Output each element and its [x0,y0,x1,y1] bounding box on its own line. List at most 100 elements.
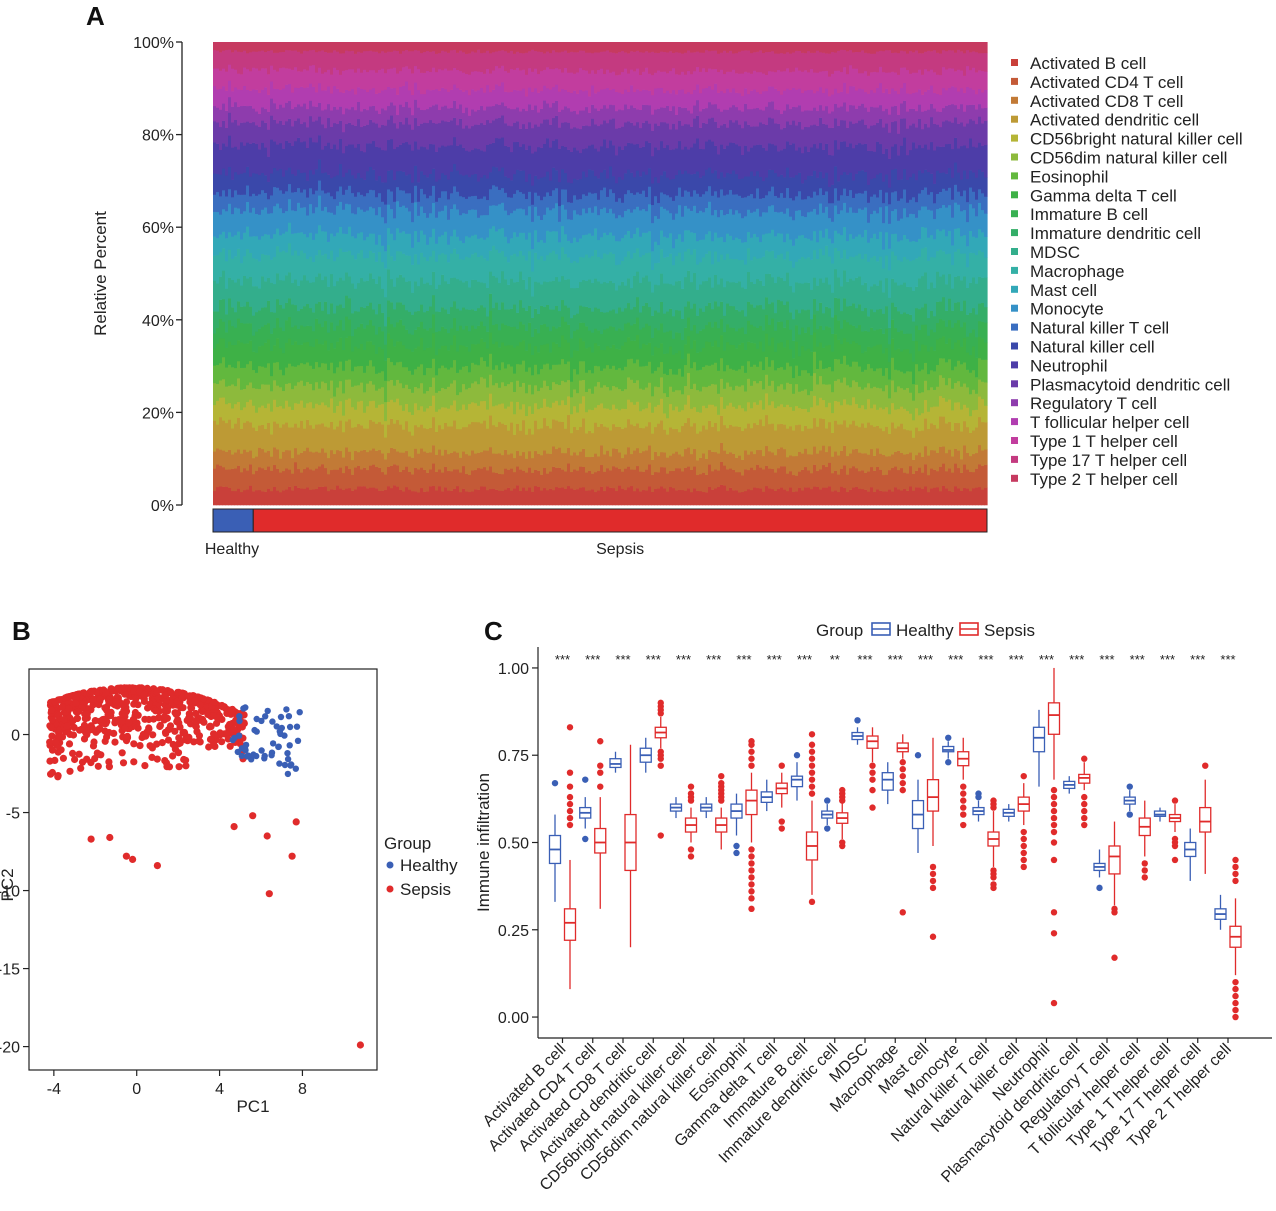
panel-a-segment [447,470,451,491]
panel-a-segment [648,325,652,343]
panel-a-segment [747,231,751,249]
panel-a-segment [663,193,667,209]
panel-a-segment [555,486,559,506]
panel-a-segment [285,68,289,85]
panel-a-segment [615,75,619,92]
panel-a-segment [324,172,328,194]
panel-a-segment [729,173,733,190]
panel-a-segment [339,106,343,121]
panel-a-segment [408,90,412,108]
panel-a-segment [366,451,370,471]
panel-a-segment [339,361,343,382]
panel-a-segment [762,425,766,457]
panel-a-segment [360,306,364,324]
panel-a-segment [804,369,808,390]
panel-a-segment [282,390,286,409]
panel-a-segment [432,416,436,446]
panel-a-segment [378,388,382,405]
panel-a-segment [297,51,301,72]
panel-a-segment [381,386,385,405]
panel-a-segment [459,195,463,216]
panel-a-segment [600,108,604,125]
panel-a-segment [558,346,562,365]
panel-a-segment [660,42,664,52]
panel-a-segment [237,248,241,279]
panel-a-segment [531,354,535,376]
panel-a-segment [783,389,787,408]
panel-a-segment [234,423,238,453]
panel-a-segment [747,151,751,177]
panel-a-segment [354,178,358,197]
panel-a-segment [276,406,280,424]
panel-a-segment [390,88,394,103]
panel-a-segment [384,344,388,361]
panel-a-segment [228,203,232,233]
panel-a-segment [300,42,304,54]
panel-a-segment [300,420,304,453]
panel-a-segment [366,257,370,281]
panel-a-segment [378,192,382,208]
panel-a-segment [264,469,268,492]
panel-a-segment [660,323,664,344]
panel-a-segment [570,262,574,289]
panel-a-segment [582,448,586,468]
panel-a-segment [489,447,493,467]
panel-a-segment [726,194,730,214]
panel-a-segment [546,281,550,305]
panel-a-segment [516,345,520,365]
panel-a-segment [615,330,619,349]
panel-a-segment [339,248,343,278]
panel-a-segment [351,42,355,51]
panel-a-segment [231,68,235,92]
panel-a-segment [660,249,664,274]
panel-a-segment [660,175,664,193]
panel-a-segment [765,177,769,196]
panel-a-segment [627,466,631,488]
panel-a-segment [597,178,601,200]
panel-a-segment [786,362,790,383]
panel-a-segment [630,122,634,144]
panel-a-segment [390,379,394,400]
panel-a-segment [459,344,463,370]
panel-a-segment [240,306,244,324]
panel-a-segment [303,252,307,276]
panel-a-segment [822,313,826,331]
panel-a-segment [462,242,466,260]
panel-a-segment [531,42,535,50]
panel-a-segment [558,326,562,348]
panel-a-segment [789,383,793,408]
panel-a-segment [582,50,586,71]
panel-a-segment [537,428,541,454]
panel-a-segment [504,210,508,237]
panel-a-segment [516,380,520,402]
panel-a-segment [738,73,742,94]
panel-a-segment [732,42,736,54]
panel-a-segment [504,236,508,257]
panel-a-segment [252,67,256,90]
panel-a-segment [510,468,514,491]
panel-a-segment [561,42,565,52]
panel-a-segment [408,173,412,194]
panel-a-segment [471,362,475,384]
panel-a-segment [216,486,220,506]
panel-a-segment [489,271,493,294]
panel-a-segment [267,363,271,385]
panel-a-segment [225,422,229,452]
panel-a-segment [507,92,511,109]
panel-a-segment [549,471,553,489]
panel-a-segment [558,281,562,312]
panel-a-sample-column [504,42,508,506]
panel-a-segment [348,451,352,470]
panel-a-segment [654,109,658,124]
panel-a-sample-column [327,42,331,506]
panel-a-segment [834,314,838,335]
panel-a-segment [339,420,343,452]
panel-a-segment [447,350,451,370]
panel-a-segment [552,309,556,327]
panel-a-segment [600,89,604,109]
panel-a-segment [645,365,649,388]
panel-a-segment [300,452,304,473]
panel-a-segment [633,107,637,126]
panel-a-segment [804,487,808,506]
panel-a-segment [540,344,544,370]
